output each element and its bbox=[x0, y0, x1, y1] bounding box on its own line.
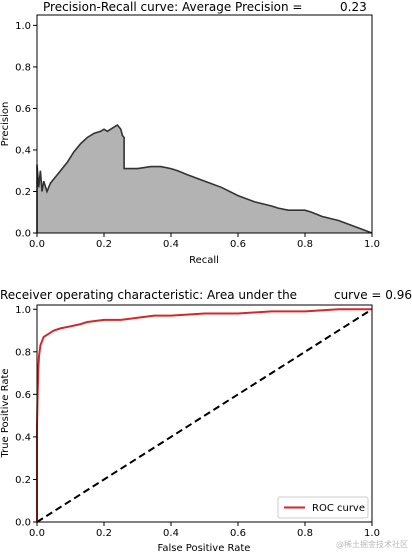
roc-yticks: 0.0 0.2 0.4 0.6 0.8 1.0 bbox=[15, 305, 37, 529]
pr-axes-frame bbox=[36, 14, 373, 234]
pr-ytick-label: 1.0 bbox=[15, 21, 31, 32]
roc-ytick-label: 0.4 bbox=[15, 432, 31, 443]
roc-ytick-label: 0.0 bbox=[15, 518, 31, 529]
pr-xtick-label: 0.2 bbox=[96, 239, 112, 250]
pr-ytick-label: 0.4 bbox=[15, 145, 31, 156]
roc-xtick-label: 0.2 bbox=[96, 528, 112, 539]
roc-xtick-label: 1.0 bbox=[364, 528, 380, 539]
pr-ytick-label: 0.6 bbox=[15, 104, 31, 115]
roc-title-suffix: curve = 0.96 bbox=[334, 288, 412, 302]
pr-title-value: 0.23 bbox=[340, 0, 367, 14]
pr-xtick-label: 0.6 bbox=[230, 239, 246, 250]
roc-ytick-label: 1.0 bbox=[15, 305, 31, 316]
roc-legend: ROC curve bbox=[277, 496, 369, 519]
pr-plot-area bbox=[36, 123, 373, 234]
watermark: @稀土掘金技术社区 bbox=[336, 539, 408, 549]
roc-ytick-label: 0.6 bbox=[15, 390, 31, 401]
roc-chance-line bbox=[36, 308, 373, 523]
pr-xticks: 0.0 0.2 0.4 0.6 0.8 1.0 bbox=[29, 233, 380, 250]
roc-ytick-label: 0.8 bbox=[15, 347, 31, 358]
roc-title: Receiver operating characteristic: Area … bbox=[0, 288, 297, 302]
pr-xtick-label: 0.4 bbox=[163, 239, 179, 250]
pr-xtick-label: 1.0 bbox=[364, 239, 380, 250]
roc-chart: Receiver operating characteristic: Area … bbox=[0, 288, 412, 552]
roc-xtick-label: 0.6 bbox=[230, 528, 246, 539]
roc-ylabel: True Positive Rate bbox=[0, 368, 11, 458]
roc-axes-frame bbox=[36, 304, 373, 523]
roc-xlabel: False Positive Rate bbox=[158, 543, 251, 552]
pr-title: Precision-Recall curve: Average Precisio… bbox=[43, 0, 302, 14]
roc-xtick-label: 0.4 bbox=[163, 528, 179, 539]
roc-xtick-label: 0.0 bbox=[29, 528, 45, 539]
pr-ylabel: Precision bbox=[0, 102, 11, 147]
pr-yticks: 0.0 0.2 0.4 0.6 0.8 1.0 bbox=[15, 21, 37, 240]
pr-ytick-label: 0.0 bbox=[15, 229, 31, 240]
roc-xticks: 0.0 0.2 0.4 0.6 0.8 1.0 bbox=[29, 522, 380, 539]
roc-xtick-label: 0.8 bbox=[297, 528, 313, 539]
pr-chart: Precision-Recall curve: Average Precisio… bbox=[0, 0, 380, 266]
roc-legend-label: ROC curve bbox=[312, 503, 365, 514]
pr-xtick-label: 0.0 bbox=[29, 239, 45, 250]
roc-legend-box bbox=[277, 496, 369, 519]
pr-xtick-label: 0.8 bbox=[297, 239, 313, 250]
pr-curve-line bbox=[36, 123, 373, 234]
roc-plot-area bbox=[36, 308, 373, 523]
pr-ytick-label: 0.2 bbox=[15, 187, 31, 198]
pr-xlabel: Recall bbox=[189, 255, 219, 266]
roc-ytick-label: 0.2 bbox=[15, 475, 31, 486]
roc-curve-line bbox=[36, 308, 372, 522]
pr-area bbox=[37, 125, 372, 233]
pr-ytick-label: 0.8 bbox=[15, 62, 31, 73]
